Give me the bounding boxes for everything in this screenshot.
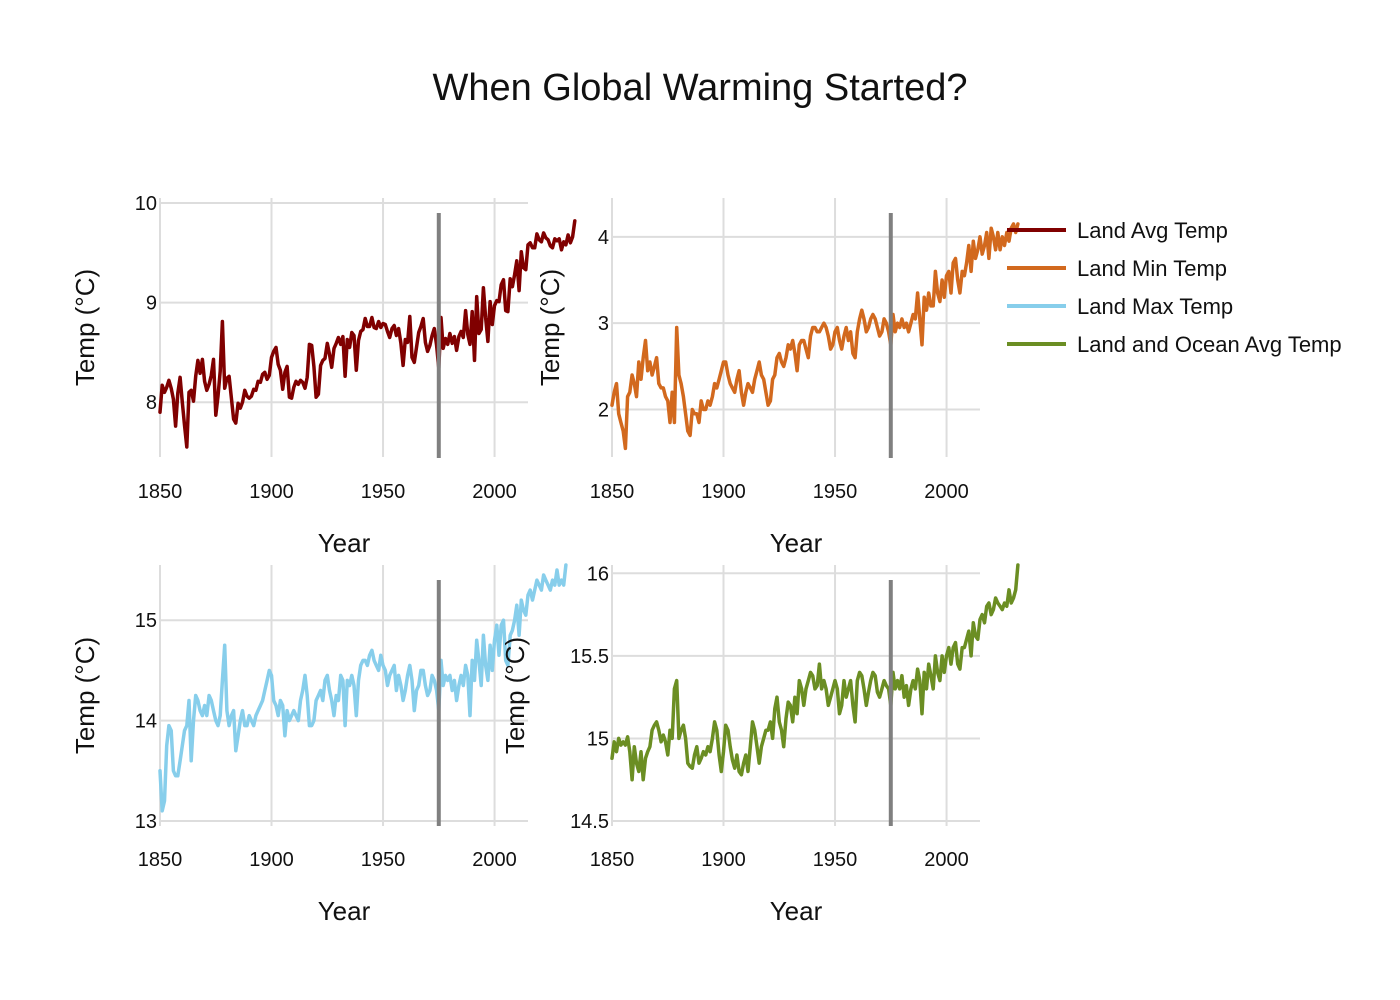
- x-tick-label: 1900: [701, 481, 746, 503]
- x-axis-title: Year: [318, 528, 371, 558]
- y-tick-label: 10: [135, 193, 157, 215]
- legend-item[interactable]: Land Min Temp: [1007, 256, 1227, 281]
- x-axis-title: Year: [770, 896, 823, 926]
- legend-label: Land Min Temp: [1077, 256, 1227, 281]
- y-axis-title: Temp (°C): [70, 269, 100, 386]
- series-line-land-max-temp: [158, 563, 568, 813]
- x-tick-label: 1900: [249, 849, 294, 871]
- x-tick-label: 2000: [472, 481, 517, 503]
- series-line-land-avg-temp: [158, 219, 577, 449]
- x-tick-label: 1950: [813, 849, 858, 871]
- y-tick-label: 3: [598, 313, 609, 335]
- x-tick-label: 1950: [361, 481, 406, 503]
- x-tick-label: 1950: [813, 481, 858, 503]
- legend-item[interactable]: Land Avg Temp: [1007, 218, 1228, 243]
- y-axis-title: Temp (°C): [535, 269, 565, 386]
- x-axis-title: Year: [318, 896, 371, 926]
- x-axis-title: Year: [770, 528, 823, 558]
- subplot-2: 1850 1900 1950 2000 2 3 4 Year Temp (°C): [535, 198, 1020, 558]
- y-tick-label: 9: [146, 293, 157, 315]
- legend-item[interactable]: Land and Ocean Avg Temp: [1007, 332, 1342, 357]
- y-tick-label: 15: [587, 728, 609, 750]
- y-axis-title: Temp (°C): [70, 637, 100, 754]
- y-tick-label: 15: [135, 610, 157, 632]
- subplot-4: 1850 1900 1950 2000 14.5 15 15.5 16 Year Temp (°C…: [500, 563, 1020, 926]
- x-tick-label: 1900: [249, 481, 294, 503]
- legend-label: Land Max Temp: [1077, 294, 1233, 319]
- x-tick-label: 2000: [924, 481, 969, 503]
- y-tick-label: 15.5: [570, 646, 609, 668]
- legend-label: Land and Ocean Avg Temp: [1077, 332, 1342, 357]
- x-tick-label: 1850: [590, 481, 635, 503]
- subplot-3: 1850 1900 1950 2000 13 14 15 Year Temp (°C): [70, 563, 568, 926]
- chart-title: When Global Warming Started?: [432, 67, 967, 109]
- y-tick-label: 13: [135, 811, 157, 833]
- panels: 1850 1900 1950 2000 8 9 10 Year Temp (°C) 1850 190…: [70, 193, 1020, 926]
- x-tick-label: 1850: [138, 481, 183, 503]
- x-tick-label: 1850: [138, 849, 183, 871]
- series-line-land-min-temp: [610, 222, 1020, 451]
- subplot-1: 1850 1900 1950 2000 8 9 10 Year Temp (°C): [70, 193, 577, 558]
- y-tick-label: 16: [587, 563, 609, 585]
- series-line-land-and-ocean-avg-temp: [610, 563, 1020, 782]
- x-tick-label: 1850: [590, 849, 635, 871]
- x-tick-label: 1950: [361, 849, 406, 871]
- legend-item[interactable]: Land Max Temp: [1007, 294, 1233, 319]
- y-tick-label: 4: [598, 227, 609, 249]
- y-tick-label: 14: [135, 711, 157, 733]
- y-axis-title: Temp (°C): [500, 637, 530, 754]
- legend-label: Land Avg Temp: [1077, 218, 1228, 243]
- x-tick-label: 1900: [701, 849, 746, 871]
- x-tick-label: 2000: [924, 849, 969, 871]
- y-tick-label: 2: [598, 400, 609, 422]
- x-tick-label: 2000: [472, 849, 517, 871]
- y-tick-label: 14.5: [570, 811, 609, 833]
- y-tick-label: 8: [146, 392, 157, 414]
- legend: Land Avg Temp Land Min Temp Land Max Temp L…: [1007, 218, 1342, 357]
